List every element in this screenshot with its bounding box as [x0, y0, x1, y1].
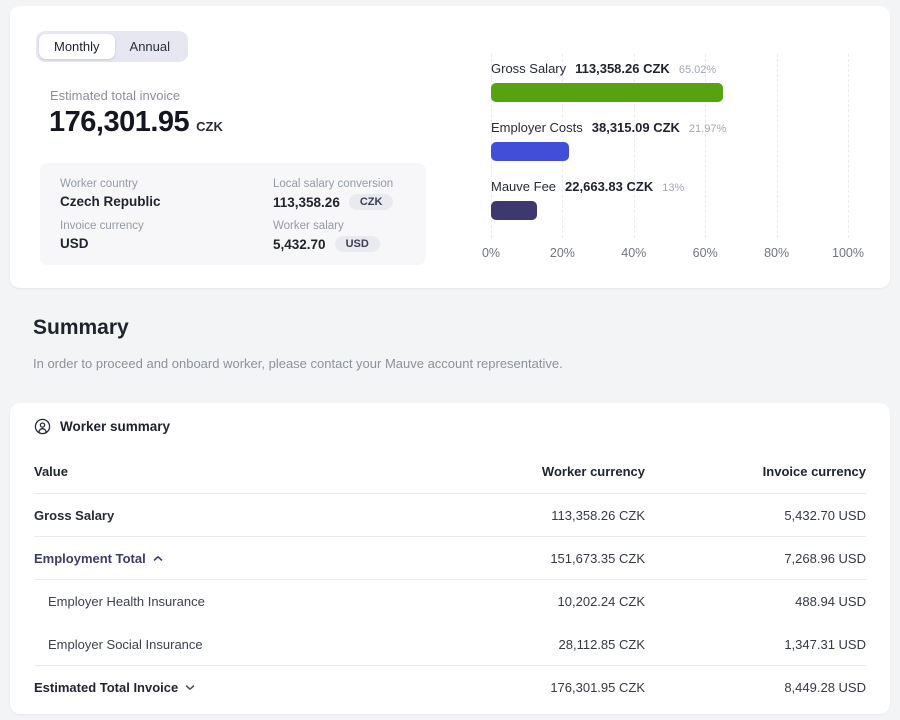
x-tick-label: 0%	[481, 246, 501, 260]
gross-salary-bar	[491, 83, 724, 102]
period-toggle[interactable]: Monthly Annual	[36, 31, 189, 62]
row-label-text: Employment Total	[34, 550, 146, 566]
column-header-invoice-currency: Invoice currency	[762, 464, 866, 479]
bar-value-label: 38,315.09 CZK	[591, 120, 680, 135]
bar-category-label: Employer Costs	[491, 120, 583, 135]
estimated-invoice-value-row: 176,301.95 CZK	[49, 106, 223, 139]
row-label: Gross Salary	[34, 507, 115, 523]
local-salary-conversion-label: Local salary conversion	[273, 178, 394, 190]
worker-summary-header: Worker summary	[34, 418, 170, 435]
row-worker-currency-value: 151,673.35 CZK	[550, 550, 645, 566]
row-label-text: Estimated Total Invoice	[34, 680, 179, 695]
summary-description: In order to proceed and onboard worker, …	[33, 356, 563, 371]
worker-summary-table: Value Worker currency Invoice currency G…	[34, 451, 866, 709]
row-worker-currency-value: 10,202.24 CZK	[557, 594, 645, 609]
chart-bar-group-gross-salary: Gross Salary 113,358.26 CZK 65.02%	[491, 61, 848, 102]
chart-bar-group-employer-costs: Employer Costs 38,315.09 CZK 21.97%	[491, 120, 848, 161]
invoice-currency-field: Invoice currency USD	[60, 220, 273, 252]
local-salary-conversion-value: 113,358.26	[273, 194, 340, 210]
table-row-employment-total[interactable]: Employment Total 151,673.35 CZK 7,268.96…	[34, 537, 866, 580]
mauve-fee-bar	[491, 201, 538, 220]
row-invoice-currency-value: 5,432.70 USD	[784, 507, 866, 523]
worker-salary-currency-badge: USD	[334, 236, 380, 252]
row-worker-currency-value: 28,112.85 CZK	[558, 636, 645, 652]
invoice-estimate-card: Monthly Annual Estimated total invoice 1…	[10, 6, 890, 288]
estimated-invoice-amount: 176,301.95	[49, 106, 190, 138]
row-invoice-currency-value: 1,347.31 USD	[784, 636, 866, 652]
worker-salary-field: Worker salary 5,432.70 USD	[273, 220, 426, 252]
row-label[interactable]: Employment Total	[34, 551, 405, 566]
local-salary-conversion-field: Local salary conversion 113,358.26 CZK	[273, 178, 426, 210]
user-circle-icon	[34, 418, 51, 435]
worker-country-label: Worker country	[60, 178, 138, 190]
worker-summary-card: Worker summary Value Worker currency Inv…	[10, 403, 890, 714]
bar-percent-label: 21.97%	[688, 123, 727, 135]
worker-summary-title: Worker summary	[60, 419, 171, 434]
estimated-invoice-label: Estimated total invoice	[50, 88, 181, 103]
toggle-annual-button[interactable]: Annual	[115, 34, 185, 59]
summary-section: Summary In order to proceed and onboard …	[0, 288, 900, 403]
bar-percent-label: 13%	[662, 182, 685, 194]
row-worker-currency-value: 176,301.95 CZK	[550, 680, 645, 695]
worker-country-value: Czech Republic	[60, 194, 161, 209]
estimated-invoice-currency: CZK	[196, 119, 223, 134]
x-tick-label: 20%	[549, 246, 575, 260]
row-worker-currency-value: 113,358.26 CZK	[551, 507, 645, 523]
local-salary-currency-badge: CZK	[348, 194, 394, 210]
x-tick-label: 100%	[832, 246, 864, 260]
invoice-currency-label: Invoice currency	[60, 220, 144, 232]
cost-breakdown-chart: Gross Salary 113,358.26 CZK 65.02% Emplo…	[482, 54, 871, 269]
bar-category-label: Mauve Fee	[491, 179, 557, 194]
table-row-employer-health-insurance: Employer Health Insurance 10,202.24 CZK …	[34, 580, 866, 623]
row-label[interactable]: Estimated Total Invoice	[34, 680, 405, 695]
chart-bar-group-mauve-fee: Mauve Fee 22,663.83 CZK 13%	[491, 179, 848, 220]
chevron-down-icon[interactable]	[185, 684, 195, 691]
table-row-gross-salary: Gross Salary 113,358.26 CZK 5,432.70 USD	[34, 494, 866, 537]
column-header-worker-currency: Worker currency	[541, 464, 645, 479]
chevron-up-icon[interactable]	[153, 555, 163, 562]
toggle-monthly-button[interactable]: Monthly	[39, 34, 115, 59]
table-header-row: Value Worker currency Invoice currency	[34, 451, 866, 494]
row-invoice-currency-value: 7,268.96 USD	[784, 550, 866, 566]
row-invoice-currency-value: 488.94 USD	[795, 594, 866, 609]
worker-salary-label: Worker salary	[273, 220, 344, 232]
row-invoice-currency-value: 8,449.28 USD	[784, 680, 866, 695]
bar-category-label: Gross Salary	[491, 61, 567, 76]
table-row-estimated-total-invoice[interactable]: Estimated Total Invoice 176,301.95 CZK 8…	[34, 666, 866, 709]
worker-details-panel: Worker country Czech Republic Local sala…	[40, 163, 426, 265]
table-row-employer-social-insurance: Employer Social Insurance 28,112.85 CZK …	[34, 623, 866, 666]
x-tick-label: 60%	[692, 246, 718, 260]
row-label: Employer Social Insurance	[48, 636, 203, 652]
summary-heading: Summary	[33, 316, 129, 339]
invoice-currency-value: USD	[60, 236, 89, 251]
row-label: Employer Health Insurance	[48, 594, 205, 609]
worker-salary-value: 5,432.70	[273, 236, 326, 252]
worker-country-field: Worker country Czech Republic	[60, 178, 273, 210]
employer-costs-bar	[491, 142, 570, 161]
chart-x-axis: 0% 20% 40% 60% 80% 100%	[482, 246, 864, 262]
column-header-value: Value	[34, 464, 68, 479]
bar-value-label: 22,663.83 CZK	[565, 179, 654, 194]
x-tick-label: 40%	[621, 246, 647, 260]
bar-percent-label: 65.02%	[678, 64, 717, 76]
bar-value-label: 113,358.26 CZK	[575, 61, 670, 76]
x-tick-label: 80%	[764, 246, 790, 260]
